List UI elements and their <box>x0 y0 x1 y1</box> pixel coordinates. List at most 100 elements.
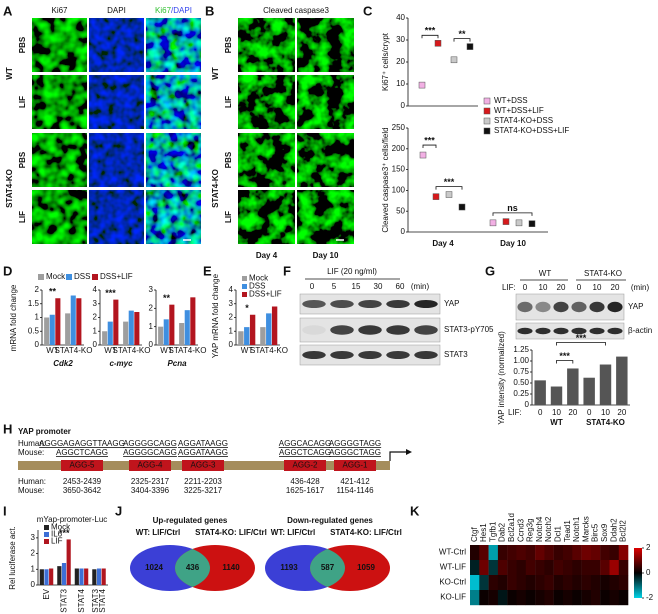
gene-label: Reg3g <box>526 518 535 542</box>
legend-swatch <box>92 274 98 280</box>
y-tick-label: 0.50 <box>513 378 529 387</box>
position: 3225-3217 <box>184 486 223 495</box>
group-label: WT <box>5 67 14 80</box>
row-label: STAT3 <box>444 350 468 359</box>
legend-label: LIF <box>51 537 63 546</box>
y-tick-label: 2 <box>31 549 36 558</box>
heat-cell <box>507 575 517 591</box>
x-tick-label: STAT3 <box>91 588 100 612</box>
significance: *** <box>425 26 436 36</box>
sig-bracket <box>422 144 437 149</box>
y-tick-label: 1.25 <box>513 345 529 354</box>
sequence: AGGGCTAGG <box>329 448 381 457</box>
legend-swatch <box>483 127 491 135</box>
gene-label: Tgfb1 <box>488 521 497 542</box>
blot-band <box>414 300 438 308</box>
sequence: AGGGGCAGG <box>123 448 177 457</box>
heat-cell <box>590 575 601 591</box>
heat-cell <box>535 545 545 561</box>
y-tick-label: 250 <box>392 123 406 132</box>
legend-swatch <box>44 532 49 537</box>
y-tick-label: 0.5 <box>28 326 40 335</box>
heat-cell <box>572 575 582 591</box>
species-label: Mouse: <box>18 448 44 457</box>
micrograph <box>238 18 295 72</box>
significance: *** <box>59 528 70 538</box>
micrograph <box>146 190 201 244</box>
bar <box>169 304 175 345</box>
panel-label: I <box>3 503 7 518</box>
legend-label: WT+DSS <box>494 96 528 105</box>
lane-label: 60 <box>396 282 405 291</box>
bar <box>238 331 244 345</box>
row-label: STAT3-pY705 <box>444 325 494 334</box>
site-box <box>182 460 224 471</box>
position: 436-428 <box>290 477 320 486</box>
heat-cell <box>563 575 573 591</box>
blot-band <box>330 300 354 308</box>
x-tick-label: EV <box>42 588 51 599</box>
heat-cell <box>470 545 480 561</box>
heat-cell <box>600 560 610 576</box>
heat-cell <box>470 575 480 591</box>
gene-label: Ctgf <box>470 527 479 542</box>
bar <box>61 563 67 585</box>
blot-band <box>302 325 326 335</box>
tss-arrow <box>389 451 406 461</box>
group-label: WT <box>211 67 220 80</box>
sequence: AGGCTCAGG <box>56 448 108 457</box>
x-tick-label: Day 10 <box>500 239 526 248</box>
heat-cell <box>618 575 629 591</box>
legend-label: STAT4-KO+DSS+LIF <box>494 126 569 135</box>
set-label: WT: LIF/Ctrl <box>271 528 315 537</box>
sequence: AGGATAAGG <box>178 439 228 448</box>
group-label: STAT4-KO <box>586 418 625 427</box>
row-label: LIF <box>224 211 233 223</box>
point <box>489 219 497 227</box>
y-tick-label: 0 <box>31 580 36 589</box>
significance: *** <box>559 351 570 361</box>
position: 1625-1617 <box>286 486 325 495</box>
sig-bracket <box>492 212 533 216</box>
sequence: AGGGAGAGGTTAAGG <box>39 439 125 448</box>
venn-overlap <box>310 545 345 591</box>
row-label: β-actin <box>628 326 652 335</box>
site-label: AGG-2 <box>293 461 318 470</box>
bar <box>266 313 272 345</box>
point <box>418 81 426 89</box>
blot-band <box>535 301 551 313</box>
legend-label: IL6 <box>51 530 63 539</box>
significance: * <box>245 303 249 313</box>
y-tick-label: 4 <box>93 285 98 294</box>
x-tick-label: 10 <box>601 408 610 417</box>
legend-label: DSS+LIF <box>249 290 282 299</box>
gene-label: Tead1 <box>563 520 572 542</box>
heat-cell <box>507 560 517 576</box>
y-axis-label: mRNA fold change <box>9 284 18 351</box>
micrograph <box>297 133 354 187</box>
y-axis-label: Ki67⁺ cells/crypt <box>381 32 390 91</box>
heat-cell <box>609 560 619 576</box>
species-label: Human: <box>18 439 46 448</box>
panel-label: A <box>3 3 13 18</box>
panel-title: Cleaved caspase3 <box>263 6 329 15</box>
blot-band <box>571 301 587 313</box>
panel-label: C <box>363 3 373 18</box>
x-tick-label: STAT4-KO <box>250 346 288 355</box>
chart-title: mYap-promoter-Luc <box>37 515 108 524</box>
heat-cell <box>497 575 508 591</box>
column-label: Day 10 <box>313 251 339 260</box>
bar <box>49 314 55 345</box>
bar <box>107 321 113 345</box>
heat-cell <box>497 590 508 606</box>
x-tick-label: 10 <box>552 408 561 417</box>
blot-band <box>517 327 533 335</box>
heat-cell <box>609 575 619 591</box>
y-axis-label: Rel luciferase act. <box>8 526 17 590</box>
sig-bracket <box>435 186 463 190</box>
y-tick-label: 0 <box>401 101 406 110</box>
heat-cell <box>479 590 489 606</box>
panel-label: E <box>203 263 212 278</box>
site-label: AGG-4 <box>138 461 163 470</box>
bar <box>49 568 54 585</box>
